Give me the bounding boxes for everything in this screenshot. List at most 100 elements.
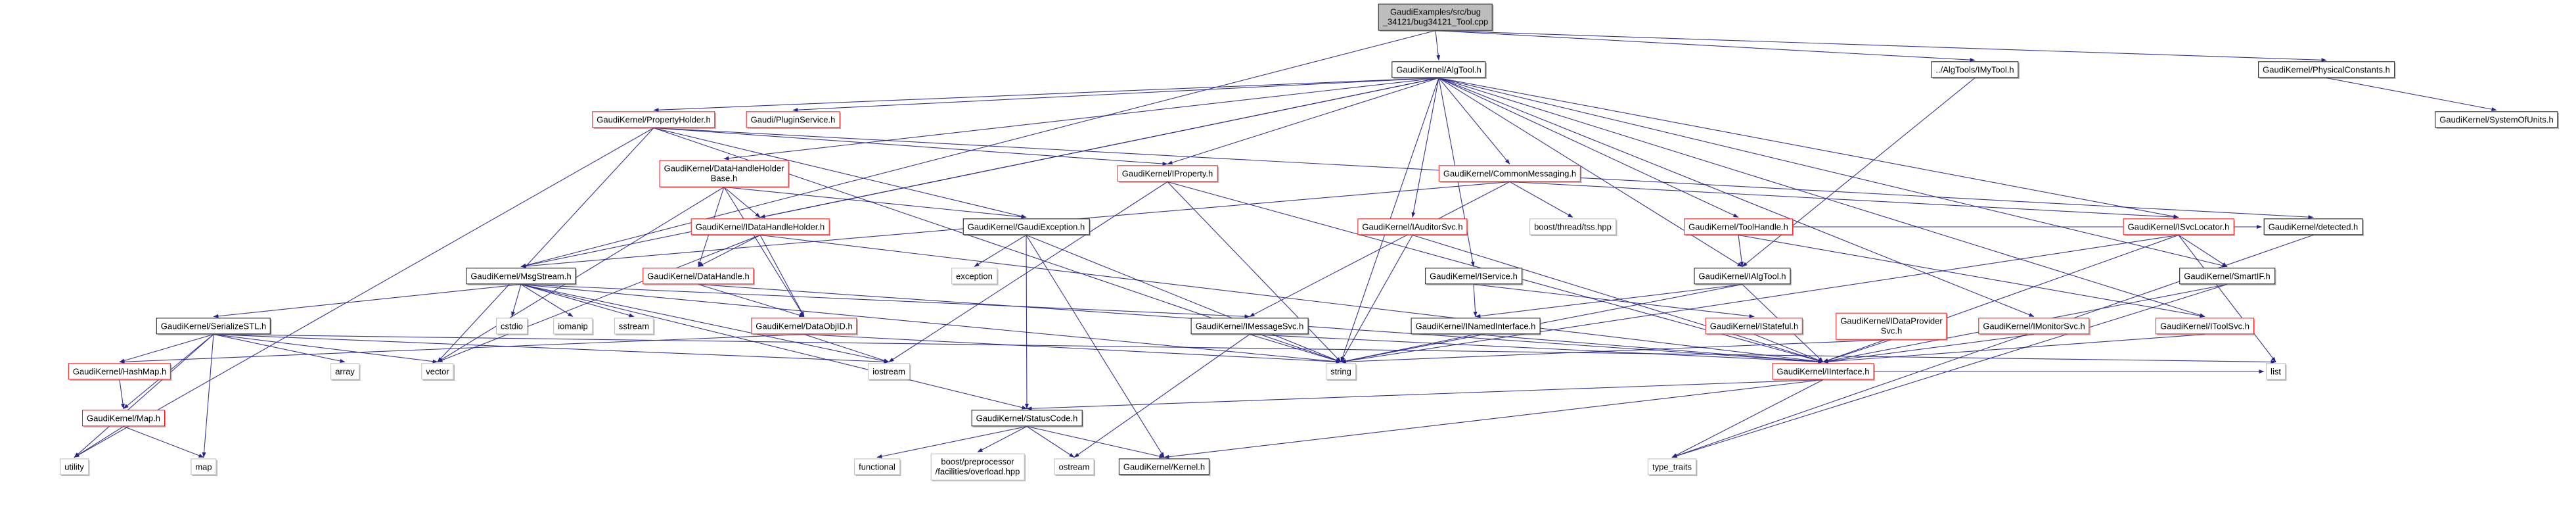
include-edge-ialgtool-string: [1340, 283, 1743, 364]
graph-node-iomanip[interactable]: iomanip: [553, 318, 593, 335]
graph-node-functional[interactable]: functional: [854, 458, 900, 475]
graph-node-hashmap[interactable]: GaudiKernel/HashMap.h: [68, 363, 171, 380]
graph-node-sstream[interactable]: sstream: [614, 318, 654, 335]
include-edge-statuscode-ostream: [1026, 426, 1075, 458]
include-edge-root-physconst: [1435, 30, 2327, 62]
graph-node-datahandle[interactable]: GaudiKernel/DataHandle.h: [643, 268, 754, 285]
graph-node-array[interactable]: array: [330, 363, 359, 380]
graph-node-imonitorsvc[interactable]: GaudiKernel/IMonitorSvc.h: [1978, 318, 2090, 335]
include-edge-gaudiexc-exception: [974, 235, 1027, 267]
include-edge-gmap-utility: [74, 426, 124, 458]
graph-node-gaudiexc[interactable]: GaudiKernel/GaudiException.h: [962, 218, 1090, 235]
graph-node-isvcloc[interactable]: GaudiKernel/ISvcLocator.h: [2123, 218, 2234, 235]
graph-node-msgstream[interactable]: GaudiKernel/MsgStream.h: [466, 268, 576, 285]
graph-node-commonmsg[interactable]: GaudiKernel/CommonMessaging.h: [1438, 165, 1581, 182]
include-edge-algtool-isvcloc: [1438, 77, 2179, 219]
include-edge-algtool-smartif: [1438, 77, 2228, 268]
graph-node-dataobjid[interactable]: GaudiKernel/DataObjID.h: [751, 318, 857, 335]
include-edge-propholder-iproperty: [653, 127, 1168, 166]
include-edge-istateful-iinterface: [1753, 333, 1824, 363]
include-edge-iservice-istateful: [1473, 283, 1755, 318]
graph-node-utility[interactable]: utility: [60, 458, 89, 475]
graph-node-toolhandle[interactable]: GaudiKernel/ToolHandle.h: [1684, 218, 1793, 235]
graph-node-string[interactable]: string: [1326, 363, 1356, 380]
graph-node-detected[interactable]: GaudiKernel/detected.h: [2263, 218, 2363, 235]
graph-node-overload[interactable]: boost/preprocessor /facilities/overload.…: [930, 453, 1025, 481]
include-edge-dhholderbase-dataobjid: [723, 187, 805, 317]
graph-node-exception[interactable]: exception: [951, 268, 997, 285]
include-edge-algtool-imonitorsvc: [1438, 77, 2035, 318]
include-edge-iinterface-kernel: [1164, 379, 1824, 459]
include-edge-propholder-utility: [74, 128, 654, 458]
include-edge-algtool-iproperty: [1167, 77, 1439, 165]
include-edge-algtool-pluginsvc: [792, 77, 1439, 112]
graph-node-serializestl[interactable]: GaudiKernel/SerializeSTL.h: [156, 318, 271, 335]
include-edge-root-imytool: [1435, 30, 1976, 62]
include-edge-msgstream-imessagesvc: [520, 283, 1250, 319]
graph-node-iinterface[interactable]: GaudiKernel/IInterface.h: [1772, 363, 1874, 380]
include-edge-serializestl-hashmap: [119, 333, 214, 363]
graph-node-istateful[interactable]: GaudiKernel/IStateful.h: [1705, 318, 1803, 335]
graph-node-dhholderbase[interactable]: GaudiKernel/DataHandleHolder Base.h: [659, 160, 789, 187]
include-edge-isvcloc-smartif: [2178, 235, 2228, 267]
include-edge-dataobjid-string: [803, 333, 1342, 364]
include-edge-dhholderbase-vector: [437, 187, 725, 362]
include-edge-imessagesvc-ostream: [1073, 334, 1250, 458]
include-edge-root-algtool: [1435, 30, 1441, 60]
graph-node-ostream[interactable]: ostream: [1054, 458, 1095, 475]
graph-node-smartif[interactable]: GaudiKernel/SmartIF.h: [2179, 268, 2275, 285]
graph-node-cstdio[interactable]: cstdio: [496, 318, 528, 335]
graph-node-algtool[interactable]: GaudiKernel/AlgTool.h: [1391, 61, 1486, 78]
graph-node-root[interactable]: GaudiExamples/src/bug _34121/bug34121_To…: [1378, 3, 1493, 31]
graph-node-physconst[interactable]: GaudiKernel/PhysicalConstants.h: [2258, 61, 2395, 78]
include-edge-ialgtool-inamediface: [1475, 283, 1743, 318]
include-edge-imonitorsvc-iinterface: [1822, 333, 2035, 364]
include-edge-toolhandle-itoolsvc: [1738, 234, 2205, 318]
graph-node-gmap[interactable]: GaudiKernel/Map.h: [81, 410, 166, 427]
graph-node-iproperty[interactable]: GaudiKernel/IProperty.h: [1117, 165, 1218, 182]
include-edge-iproperty-iostream: [888, 181, 1168, 362]
graph-node-ialgtool[interactable]: GaudiKernel/IAlgTool.h: [1694, 268, 1791, 285]
include-edge-datahandle-dataobjid: [698, 283, 805, 318]
graph-node-idhholder[interactable]: GaudiKernel/IDataHandleHolder.h: [690, 218, 830, 235]
graph-node-itoolsvc[interactable]: GaudiKernel/IToolSvc.h: [2156, 318, 2254, 335]
include-edge-msgstream-sstream: [520, 283, 635, 318]
graph-node-iservice[interactable]: GaudiKernel/IService.h: [1425, 268, 1522, 285]
include-edge-inamediface-iinterface: [1475, 333, 1824, 364]
graph-node-iostream[interactable]: iostream: [868, 363, 910, 380]
graph-node-list[interactable]: list: [2266, 363, 2286, 380]
graph-node-stdmap[interactable]: map: [191, 458, 217, 475]
include-edge-dataobjid-hashmap: [119, 333, 805, 364]
include-edge-propholder-gaudiexc: [653, 127, 1027, 218]
include-edge-isvcloc-list: [2178, 235, 2276, 362]
graph-node-inamediface[interactable]: GaudiKernel/INamedInterface.h: [1411, 318, 1541, 335]
graph-node-statuscode[interactable]: GaudiKernel/StatusCode.h: [971, 410, 1083, 427]
graph-node-pluginsvc[interactable]: Gaudi/PluginService.h: [746, 111, 840, 128]
include-edge-iinterface-statuscode: [1026, 379, 1824, 411]
include-edge-iproperty-string: [1167, 181, 1342, 362]
graph-node-idataprovsvc[interactable]: GaudiKernel/IDataProvider Svc.h: [1836, 312, 1947, 340]
graph-node-sysunits[interactable]: GaudiKernel/SystemOfUnits.h: [2435, 111, 2558, 128]
include-edge-iservice-inamediface: [1473, 284, 1478, 317]
include-edge-hashmap-gmap: [119, 379, 125, 409]
include-edge-toolhandle-ialgtool: [1738, 235, 1744, 267]
include-edge-propholder-vector: [437, 128, 654, 362]
graph-node-propholder[interactable]: GaudiKernel/PropertyHolder.h: [592, 111, 715, 128]
graph-node-iauditorsvc[interactable]: GaudiKernel/IAuditorSvc.h: [1357, 218, 1468, 235]
graph-node-kernel[interactable]: GaudiKernel/Kernel.h: [1118, 458, 1210, 475]
include-edge-idataprovsvc-iinterface: [1822, 339, 1892, 363]
include-edge-serializestl-utility: [74, 334, 214, 458]
include-edge-statuscode-overload: [977, 426, 1028, 452]
graph-node-tss[interactable]: boost/thread/tss.hpp: [1529, 218, 1616, 235]
graph-node-vector[interactable]: vector: [421, 363, 454, 380]
graph-node-imytool[interactable]: ../AlgTools/IMyTool.h: [1931, 61, 2019, 78]
include-edge-isvcloc-iinterface: [1822, 234, 2179, 363]
include-edge-idhholder-dataobjid: [759, 235, 805, 317]
include-edge-gaudiexc-statuscode: [1024, 235, 1029, 409]
graph-node-typetraits[interactable]: type_traits: [1648, 458, 1696, 475]
include-edge-gaudiexc-string: [1026, 234, 1342, 363]
include-edge-serializestl-iostream: [213, 333, 890, 364]
graph-node-imessagesvc[interactable]: GaudiKernel/IMessageSvc.h: [1190, 318, 1309, 335]
